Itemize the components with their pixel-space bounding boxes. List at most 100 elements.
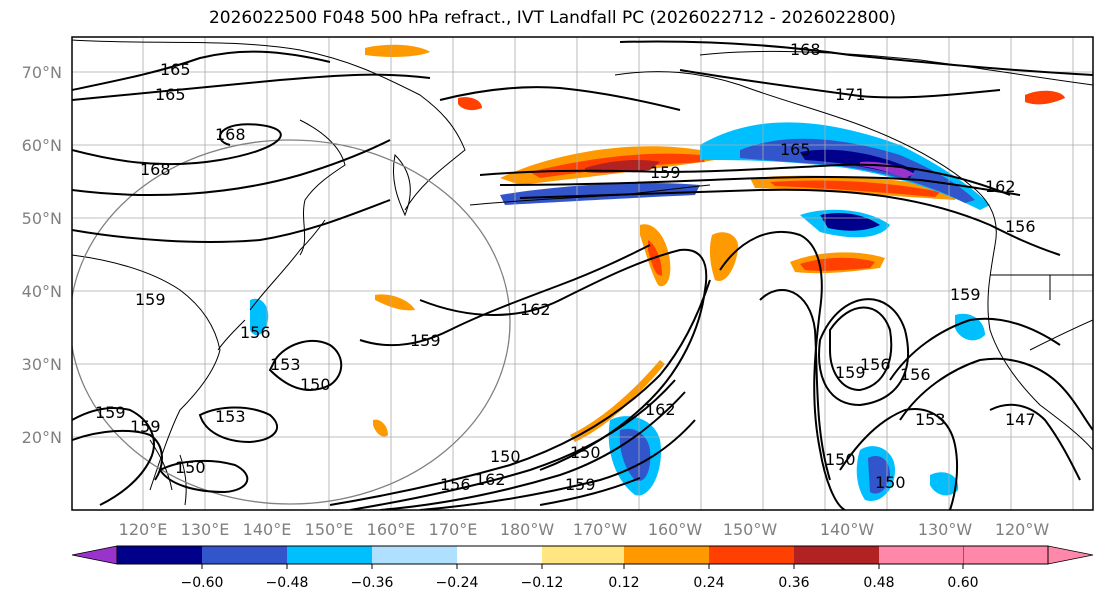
coastlines bbox=[72, 39, 1093, 506]
coast-philippines bbox=[149, 439, 187, 506]
latitude-axis: 70°N 60°N 50°N 40°N 30°N 20°N bbox=[22, 63, 62, 447]
contour-label: 159 bbox=[135, 290, 166, 309]
blue-blob-coast bbox=[955, 313, 985, 341]
contour-label: 153 bbox=[270, 355, 301, 374]
orange-blob-150e bbox=[375, 294, 415, 311]
blue-blob-japan bbox=[250, 298, 269, 336]
contour-label: 159 bbox=[565, 475, 596, 494]
colorbar-extend-high bbox=[962, 545, 1094, 565]
lat-label: 30°N bbox=[22, 355, 62, 374]
contour-label: 159 bbox=[130, 417, 161, 436]
contour-159-s bbox=[539, 477, 641, 506]
lon-label: 130°W bbox=[918, 520, 973, 539]
colorbar-extend-low bbox=[71, 545, 118, 565]
contour-162-n bbox=[499, 175, 1021, 196]
contour-label: 150 bbox=[825, 450, 856, 469]
colorbar: −0.60 −0.48 −0.36 −0.24 −0.12 0.12 0.24 … bbox=[71, 545, 1094, 591]
contour-165-b bbox=[72, 73, 431, 101]
lon-label: 130°E bbox=[181, 520, 230, 539]
graticule bbox=[72, 37, 1093, 510]
map-title: 2026022500 F048 500 hPa refract., IVT La… bbox=[208, 8, 896, 28]
contour-jet-a bbox=[329, 279, 711, 506]
contour-159-sw bbox=[72, 429, 163, 481]
lon-label: 170°E bbox=[429, 520, 478, 539]
red-blob-nw bbox=[458, 97, 482, 111]
orange-blob-subtrop-w bbox=[373, 419, 388, 437]
blue-blob-130w bbox=[930, 472, 959, 496]
colorbar-segment bbox=[287, 546, 372, 564]
refractivity-contours bbox=[72, 40, 1093, 510]
contour-label: 168 bbox=[215, 125, 246, 144]
contour-label: 150 bbox=[875, 473, 906, 492]
contour-159-loop bbox=[818, 298, 909, 407]
contour-label: 147 bbox=[1005, 410, 1036, 429]
contour-label: 150 bbox=[570, 443, 601, 462]
contour-label: 153 bbox=[915, 410, 946, 429]
contour-mid-b bbox=[72, 199, 391, 243]
colorbar-tick-label: −0.24 bbox=[436, 575, 479, 591]
contour-159-w bbox=[72, 407, 155, 506]
lon-label: 180°W bbox=[500, 520, 555, 539]
colorbar-tick-label: 0.60 bbox=[947, 575, 978, 591]
contour-label: 168 bbox=[790, 40, 821, 59]
contour-156-e bbox=[889, 317, 1061, 381]
contour-label: 159 bbox=[650, 163, 681, 182]
colorbar-ticks bbox=[201, 564, 964, 569]
lat-label: 50°N bbox=[22, 209, 62, 228]
contour-label: 156 bbox=[1005, 217, 1036, 236]
contour-label: 168 bbox=[140, 160, 171, 179]
contour-label: 153 bbox=[215, 407, 246, 426]
contour-150-e bbox=[839, 408, 959, 510]
coast-okhotsk bbox=[299, 119, 346, 256]
contour-label: 165 bbox=[155, 85, 186, 104]
contour-label: 150 bbox=[175, 458, 206, 477]
contour-156-n bbox=[519, 188, 1061, 256]
longitude-axis: 120°E 130°E 140°E 150°E 160°E 170°E 180°… bbox=[119, 520, 1050, 539]
red-band-east bbox=[770, 180, 940, 197]
coast-alaska bbox=[614, 71, 997, 246]
contour-label: 159 bbox=[95, 403, 126, 422]
contour-label: 156 bbox=[900, 365, 931, 384]
coast-japan bbox=[217, 219, 326, 351]
contour-label: 159 bbox=[835, 363, 866, 382]
contour-162-mid bbox=[419, 248, 708, 471]
contour-label: 162 bbox=[520, 300, 551, 319]
contour-label: 171 bbox=[835, 85, 866, 104]
colorbar-tick-label: 0.48 bbox=[863, 575, 894, 591]
coast-arctic bbox=[699, 50, 1093, 86]
colorbar-frame bbox=[116, 545, 1049, 565]
coast-asia-north bbox=[72, 39, 466, 211]
lat-label: 40°N bbox=[22, 282, 62, 301]
lon-label: 170°W bbox=[573, 520, 628, 539]
contour-mid-a bbox=[72, 139, 391, 196]
coast-china bbox=[72, 254, 221, 491]
contour-jet-c bbox=[379, 391, 686, 510]
colorbar-segment bbox=[372, 546, 457, 564]
landfall-region-circle bbox=[72, 139, 511, 505]
colorbar-segment bbox=[117, 546, 202, 564]
contour-165-a bbox=[72, 50, 331, 91]
contour-label: 156 bbox=[240, 323, 271, 342]
colorbar-segment bbox=[709, 546, 794, 564]
contour-label: 162 bbox=[985, 177, 1016, 196]
contour-159-n bbox=[479, 163, 1011, 196]
darkblue-band-alaska bbox=[740, 138, 975, 203]
contour-168-a bbox=[72, 123, 282, 166]
colorbar-tick-label: −0.36 bbox=[351, 575, 394, 591]
contour-label: 150 bbox=[490, 447, 521, 466]
contour-jet-b bbox=[349, 379, 676, 510]
contour-east-trough-b bbox=[759, 289, 831, 481]
contour-label: 156 bbox=[440, 475, 471, 494]
contour-label: 159 bbox=[410, 331, 441, 350]
contour-156-loop bbox=[829, 306, 893, 392]
lat-label: 60°N bbox=[22, 136, 62, 155]
lon-label: 160°W bbox=[648, 520, 703, 539]
contour-label: 162 bbox=[645, 400, 676, 419]
orange-streak-jet bbox=[570, 360, 665, 442]
map-frame bbox=[71, 36, 1094, 511]
contour-label: 156 bbox=[860, 355, 891, 374]
lon-label: 150°W bbox=[723, 520, 778, 539]
colorbar-tick-label: 0.36 bbox=[778, 575, 809, 591]
lon-label: 140°E bbox=[243, 520, 292, 539]
